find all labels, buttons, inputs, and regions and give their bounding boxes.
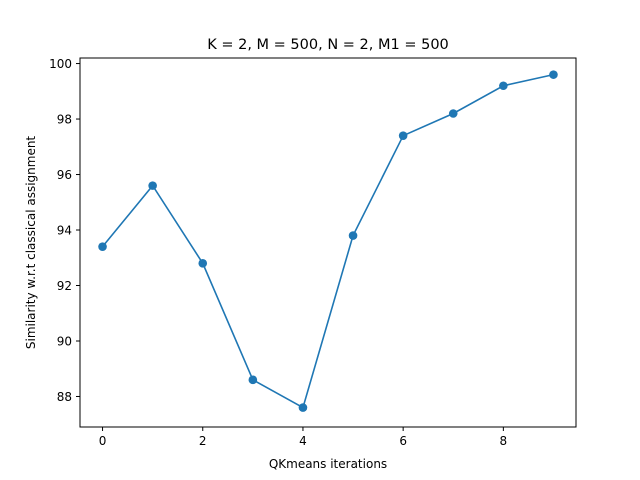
data-point [448,109,458,118]
series-line [101,73,554,409]
chart-title: K = 2, M = 500, N = 2, M1 = 500 [207,37,449,53]
data-point [549,70,558,79]
y-tick-label: 92 [57,279,72,293]
y-tick-label: 100 [49,57,72,71]
data-point [298,403,308,412]
plot-area [98,70,558,412]
data-point [98,242,107,251]
y-tick-label: 94 [57,224,72,238]
x-tick-label: 0 [99,434,107,448]
y-tick-label: 88 [57,390,72,404]
x-tick-label: 2 [199,434,207,448]
data-point [499,81,508,91]
y-tick-label: 98 [57,113,72,127]
axes-frame [79,57,577,428]
data-point [148,181,157,190]
data-point [348,231,358,240]
x-tick-label: 4 [299,434,307,448]
y-tick-label: 90 [57,334,72,348]
y-axis-label: Similarity w.r.t classical assignment [24,136,38,350]
data-point [198,259,208,268]
data-point [398,131,408,140]
data-point [248,375,258,385]
y-tick-label: 96 [57,168,72,182]
x-tick-label: 8 [500,434,508,448]
x-axis-label: QKmeans iterations [269,457,387,471]
x-tick-label: 6 [399,434,407,448]
